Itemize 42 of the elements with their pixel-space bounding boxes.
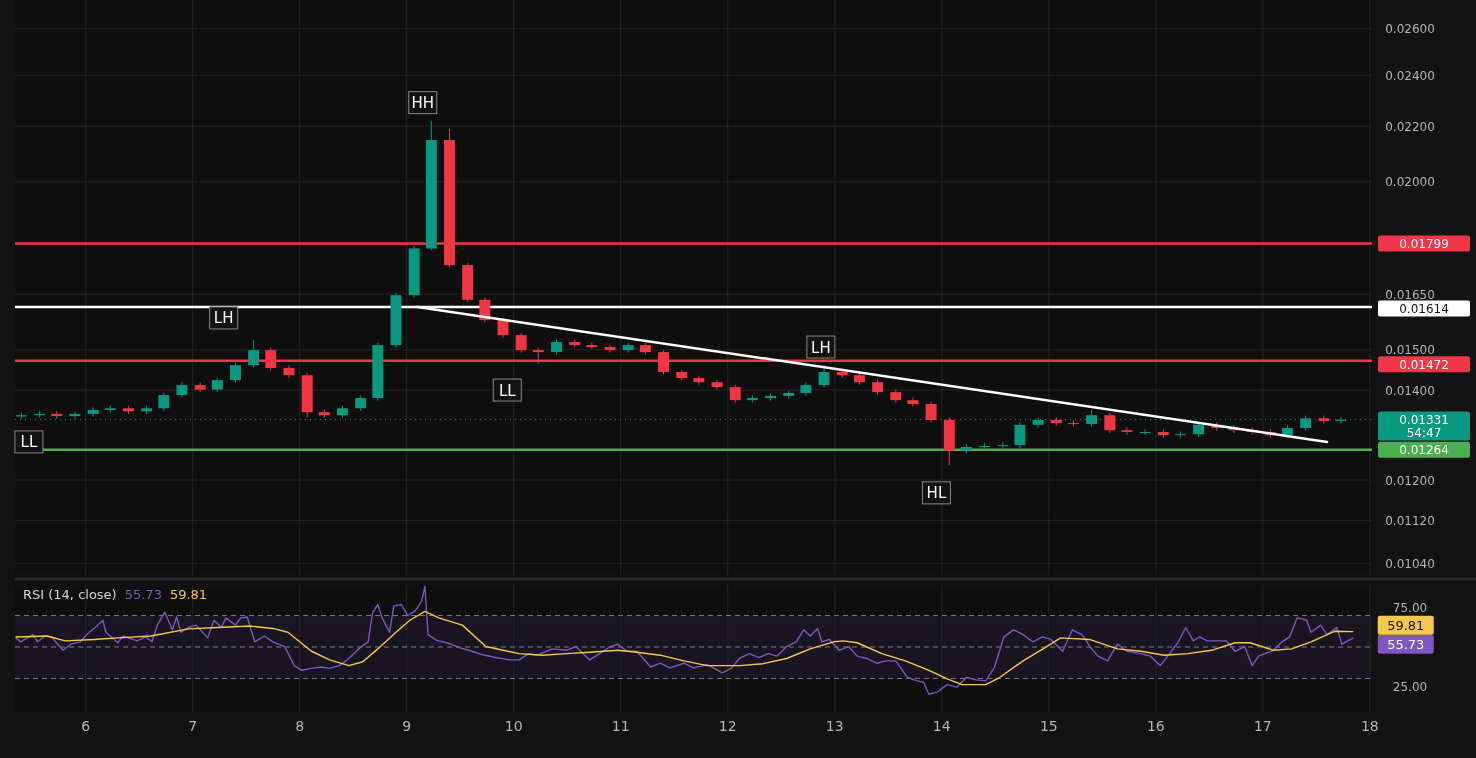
y-tick-label: 0.01120 bbox=[1385, 513, 1435, 528]
y-tick-label: 0.01500 bbox=[1385, 343, 1435, 358]
annotation: HH bbox=[411, 94, 435, 113]
annotation: 59.81 bbox=[1387, 618, 1425, 634]
y-tick-label: 0.01200 bbox=[1385, 473, 1435, 488]
y-tick-label: 0.01400 bbox=[1385, 383, 1435, 398]
x-tick-label: 16 bbox=[1146, 718, 1165, 734]
x-tick-label: 8 bbox=[295, 718, 305, 734]
x-tick-label: 12 bbox=[718, 718, 737, 734]
x-tick-label: 15 bbox=[1039, 718, 1058, 734]
y-tick-label: 0.02600 bbox=[1385, 22, 1435, 36]
chart-title: RSI (14, close) bbox=[23, 587, 117, 602]
y-tick-label: 75.00 bbox=[1392, 601, 1428, 616]
text: 54:47 bbox=[1406, 425, 1442, 440]
ref-line-label: 0.01472 bbox=[1399, 357, 1449, 372]
text: 55.73 bbox=[124, 587, 162, 602]
x-tick-label: 14 bbox=[932, 718, 951, 734]
x-tick-label: 7 bbox=[188, 718, 198, 734]
annotation: HL bbox=[926, 484, 947, 503]
x-tick-label: 18 bbox=[1360, 718, 1379, 734]
y-tick-label: 0.02000 bbox=[1385, 175, 1435, 190]
annotation: LH bbox=[811, 338, 831, 357]
x-tick-label: 10 bbox=[504, 718, 523, 734]
ref-line-label: 0.01799 bbox=[1399, 237, 1449, 252]
annotation: LL bbox=[498, 381, 517, 400]
ref-line-label: 0.01264 bbox=[1399, 443, 1449, 458]
x-tick-label: 17 bbox=[1253, 718, 1272, 734]
x-tick-label: 13 bbox=[825, 718, 844, 734]
ref-line-label: 0.01331 bbox=[1399, 413, 1449, 428]
annotation: LL bbox=[20, 433, 38, 452]
x-tick-label: 6 bbox=[81, 718, 91, 734]
ref-line-label: 0.01614 bbox=[1399, 302, 1449, 317]
annotation: LH bbox=[213, 309, 234, 328]
annotation: 55.73 bbox=[1387, 637, 1425, 653]
text: 59.81 bbox=[169, 587, 208, 602]
y-tick-label: 0.02400 bbox=[1385, 68, 1435, 83]
y-tick-label: 0.02200 bbox=[1385, 119, 1435, 134]
y-tick-label: 0.01040 bbox=[1385, 557, 1435, 572]
x-tick-label: 11 bbox=[611, 718, 630, 734]
x-tick-label: 9 bbox=[402, 718, 412, 734]
y-tick-label: 0.01650 bbox=[1385, 287, 1435, 302]
y-tick-label: 25.00 bbox=[1392, 679, 1428, 694]
